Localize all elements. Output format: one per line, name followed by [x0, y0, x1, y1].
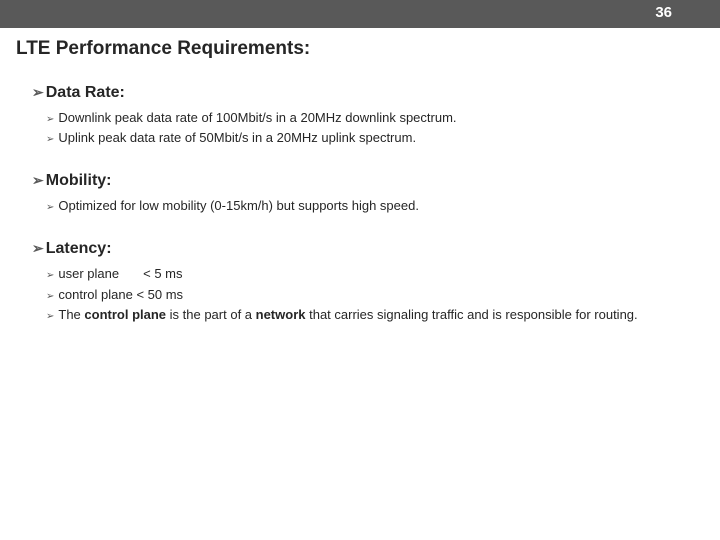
list-item: The control plane is the part of a netwo…	[46, 305, 720, 325]
section-heading: Latency:	[32, 240, 720, 258]
section-heading: Data Rate:	[32, 84, 720, 102]
list-item: user plane< 5 ms	[46, 264, 720, 284]
section-data-rate: Data Rate: Downlink peak data rate of 10…	[32, 84, 720, 148]
section-items: Optimized for low mobility (0-15km/h) bu…	[46, 196, 720, 216]
section-latency: Latency: user plane< 5 ms control plane …	[32, 240, 720, 324]
header-bar: 36	[0, 0, 720, 28]
page-number: 36	[655, 4, 672, 21]
slide-title: LTE Performance Requirements:	[16, 38, 720, 60]
section-heading: Mobility:	[32, 172, 720, 190]
list-item: Downlink peak data rate of 100Mbit/s in …	[46, 108, 720, 128]
list-item: Uplink peak data rate of 50Mbit/s in a 2…	[46, 128, 720, 148]
section-items: Downlink peak data rate of 100Mbit/s in …	[46, 108, 720, 148]
list-item: control plane < 50 ms	[46, 285, 720, 305]
section-mobility: Mobility: Optimized for low mobility (0-…	[32, 172, 720, 216]
list-item: Optimized for low mobility (0-15km/h) bu…	[46, 196, 720, 216]
section-items: user plane< 5 ms control plane < 50 ms T…	[46, 264, 720, 324]
